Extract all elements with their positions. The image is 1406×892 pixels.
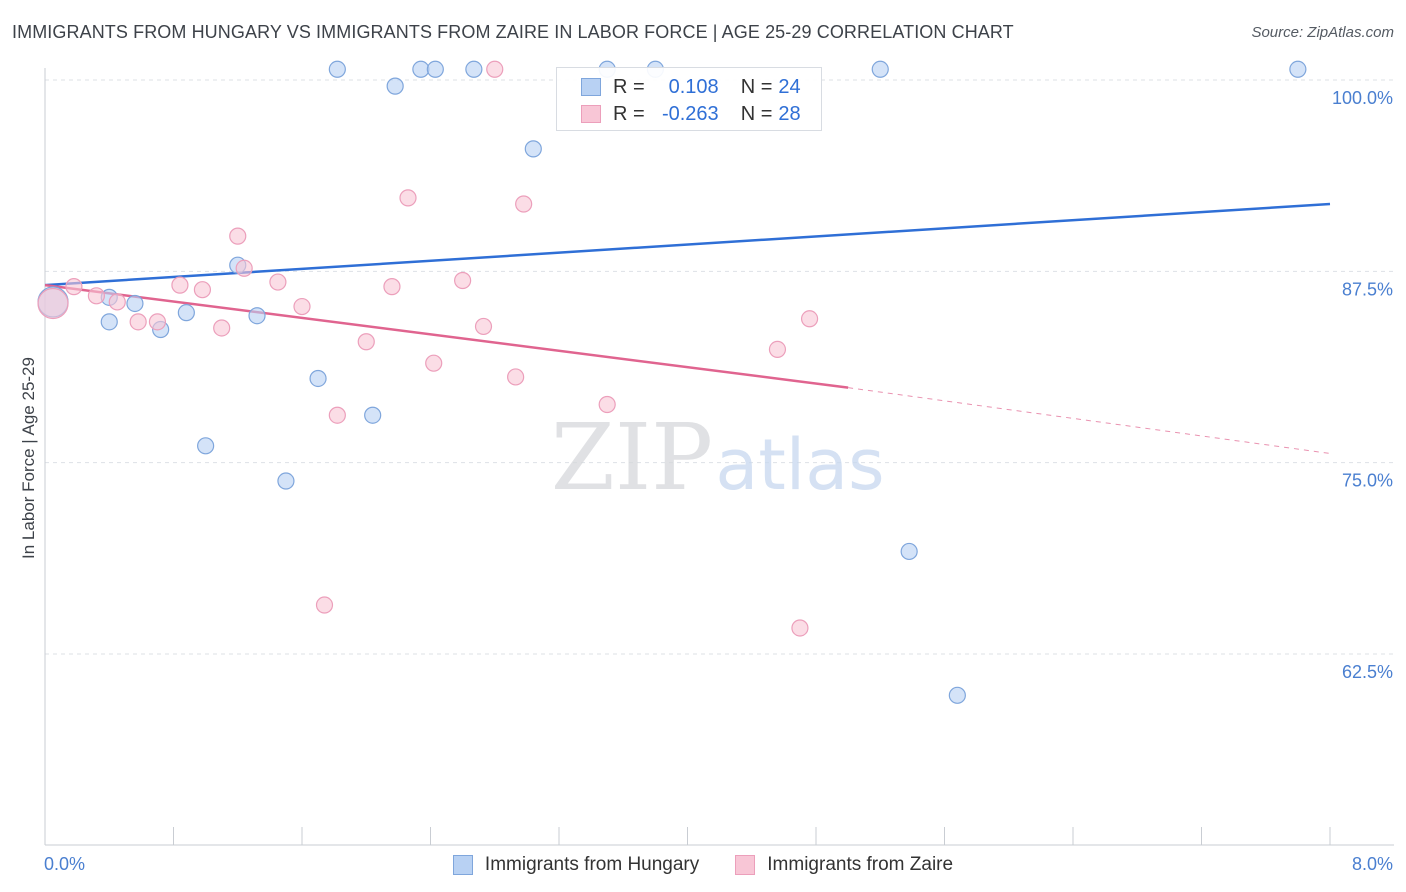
watermark-zip: ZIP — [551, 404, 713, 511]
legend-n-value-zaire: 28 — [778, 102, 801, 125]
axes — [44, 68, 1394, 846]
point-zaire — [474, 317, 493, 336]
point-zaire — [171, 276, 189, 294]
point-hungary — [126, 294, 144, 313]
point-zaire — [425, 354, 443, 372]
legend-r-label: R = — [613, 75, 645, 98]
watermark-atlas: atlas — [715, 424, 884, 506]
watermark: ZIP atlas — [551, 404, 885, 511]
legend-swatch-hungary — [452, 855, 473, 875]
legend-row-zaire: R = -0.263 N = 28 — [581, 101, 801, 127]
point-hungary — [277, 472, 295, 490]
legend-n-label: N = — [740, 102, 773, 125]
point-hungary — [871, 60, 889, 78]
legend-swatch-zaire — [735, 855, 756, 875]
point-zaire — [148, 313, 167, 331]
point-hungary — [524, 140, 542, 158]
point-zaire — [213, 319, 231, 337]
x-tick-label: 0.0% — [44, 854, 85, 874]
point-hungary — [465, 60, 483, 78]
legend-n-label: N = — [740, 75, 773, 98]
y-tick-label: 100.0% — [1332, 88, 1393, 108]
point-zaire — [598, 395, 616, 414]
point-zaire — [193, 281, 212, 299]
legend-row-hungary: R = 0.108 N = 24 — [581, 74, 801, 100]
point-zaire — [768, 340, 787, 358]
point-hungary — [248, 307, 266, 325]
legend-swatch-hungary — [581, 78, 601, 96]
x-tick-label: 8.0% — [1352, 854, 1393, 874]
legend-item-hungary[interactable]: Immigrants from Hungary — [452, 852, 700, 878]
point-zaire — [229, 227, 247, 245]
point-zaire — [357, 333, 375, 351]
series-legend: Immigrants from Hungary Immigrants from … — [0, 852, 1406, 878]
point-hungary — [1289, 60, 1307, 78]
trend-line-zaire — [44, 283, 849, 389]
point-zaire — [269, 273, 287, 291]
point-hungary — [328, 60, 346, 78]
point-zaire — [235, 259, 253, 277]
y-tick-label: 87.5% — [1342, 279, 1393, 299]
data-points — [37, 60, 1307, 704]
point-hungary — [100, 313, 118, 331]
gridlines — [45, 79, 1394, 655]
legend-r-value-hungary: 0.108 — [668, 75, 719, 98]
point-zaire — [293, 297, 311, 316]
legend-item-zaire[interactable]: Immigrants from Zaire — [735, 852, 953, 878]
point-zaire — [486, 60, 504, 78]
point-hungary — [948, 686, 966, 704]
point-hungary — [364, 406, 382, 424]
point-zaire — [65, 278, 83, 296]
point-zaire — [315, 596, 334, 614]
point-zaire — [87, 287, 106, 305]
legend-n-value-hungary: 24 — [778, 75, 801, 98]
point-hungary — [900, 542, 918, 561]
point-hungary — [197, 437, 215, 455]
y-tick-label: 75.0% — [1342, 471, 1393, 491]
point-hungary — [309, 369, 327, 388]
stats-legend: R = 0.108 N = 24 R = -0.263 N = 28 — [556, 67, 822, 131]
point-zaire — [791, 619, 809, 637]
legend-label-zaire: Immigrants from Zaire — [767, 854, 954, 875]
point-zaire — [37, 287, 69, 320]
point-zaire — [399, 189, 417, 207]
point-zaire — [454, 271, 472, 290]
point-hungary — [412, 60, 430, 78]
point-zaire — [129, 313, 147, 331]
legend-r-value-zaire: -0.263 — [661, 102, 719, 125]
point-hungary — [177, 304, 195, 322]
point-hungary — [386, 77, 404, 95]
trend-line-zaire-extension — [848, 387, 1331, 454]
y-axis-label: In Labor Force | Age 25-29 — [19, 357, 38, 559]
point-zaire — [328, 406, 346, 424]
point-zaire — [507, 368, 525, 386]
source-label: Source: ZipAtlas.com — [1251, 24, 1394, 41]
y-tick-label: 62.5% — [1342, 662, 1393, 682]
point-zaire — [515, 195, 533, 213]
point-zaire — [383, 278, 401, 296]
trend-lines — [44, 202, 1331, 454]
legend-r-label: R = — [613, 102, 645, 125]
legend-swatch-zaire — [581, 105, 601, 123]
chart-title: IMMIGRANTS FROM HUNGARY VS IMMIGRANTS FR… — [12, 22, 1014, 42]
trend-line-hungary — [44, 202, 1331, 287]
tick-labels: 100.0% 87.5% 75.0% 62.5% 0.0% 8.0% — [44, 88, 1393, 874]
point-hungary — [426, 60, 444, 78]
legend-label-hungary: Immigrants from Hungary — [484, 854, 700, 875]
point-zaire — [108, 293, 126, 311]
point-zaire — [800, 310, 819, 328]
